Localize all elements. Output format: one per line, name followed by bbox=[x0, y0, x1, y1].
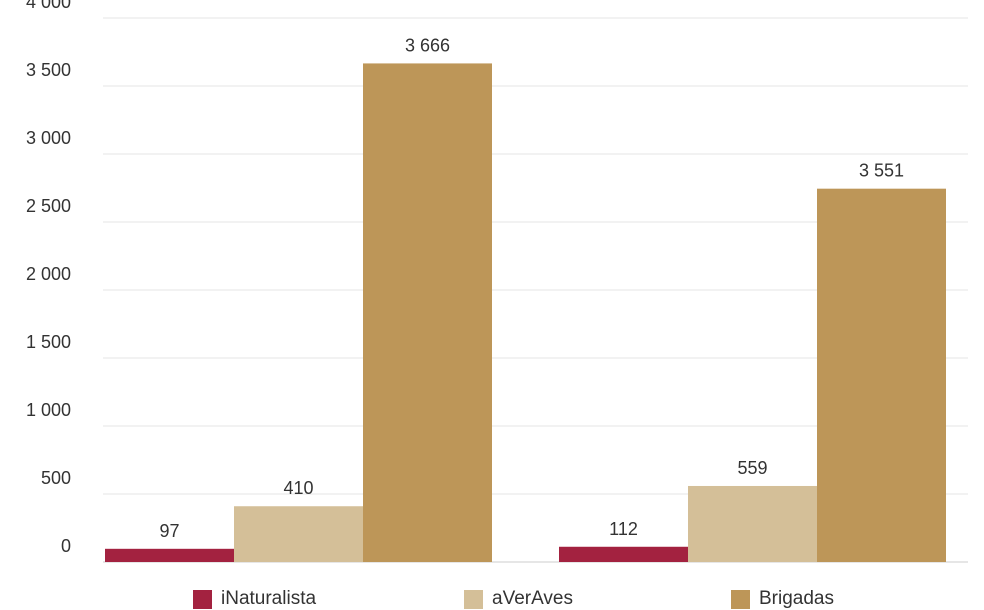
bars bbox=[105, 63, 946, 562]
data-label: 3 551 bbox=[859, 161, 904, 181]
bar-brigadas[interactable] bbox=[363, 63, 492, 562]
legend-item-brigadas[interactable]: Brigadas bbox=[731, 589, 834, 609]
bar-averaves[interactable] bbox=[688, 485, 817, 562]
data-labels: 97 410 3 666 112 559 3 551 bbox=[159, 35, 904, 540]
y-tick-label: 4 000 bbox=[26, 0, 71, 12]
data-label: 559 bbox=[737, 458, 767, 478]
y-tick-label: 2 500 bbox=[26, 196, 71, 216]
data-label: 3 666 bbox=[405, 35, 450, 55]
y-tick-label: 3 000 bbox=[26, 128, 71, 148]
y-tick-label: 1 000 bbox=[26, 400, 71, 420]
legend-label-averaves: aVerAves bbox=[492, 588, 573, 609]
data-label: 112 bbox=[609, 519, 638, 539]
y-tick-label: 3 500 bbox=[26, 60, 71, 80]
y-tick-label: 1 500 bbox=[26, 332, 71, 352]
bar-inaturalista[interactable] bbox=[559, 546, 688, 562]
bar-averaves[interactable] bbox=[234, 506, 363, 562]
legend-item-averaves[interactable]: aVerAves bbox=[464, 589, 573, 609]
legend-label-inaturalista: iNaturalista bbox=[221, 588, 317, 609]
legend-swatch-brigadas bbox=[731, 589, 750, 609]
y-tick-label: 2 000 bbox=[26, 264, 71, 284]
gridlines bbox=[103, 17, 968, 563]
legend-item-inaturalista[interactable]: iNaturalista bbox=[193, 589, 316, 609]
legend: iNaturalista aVerAves Brigadas bbox=[0, 587, 984, 610]
legend-swatch-inaturalista bbox=[193, 589, 212, 609]
legend-swatch-averaves bbox=[464, 589, 483, 609]
data-label: 410 bbox=[283, 478, 313, 498]
data-label: 97 bbox=[159, 521, 179, 541]
bar-brigadas[interactable] bbox=[817, 188, 946, 562]
legend-label-brigadas: Brigadas bbox=[759, 588, 834, 609]
y-tick-label: 0 bbox=[61, 536, 71, 556]
bar-inaturalista[interactable] bbox=[105, 548, 234, 562]
y-axis-tick-labels: 0 500 1 000 1 500 2 000 2 500 3 000 3 500 4 000 bbox=[26, 0, 71, 556]
y-tick-label: 500 bbox=[41, 468, 71, 488]
